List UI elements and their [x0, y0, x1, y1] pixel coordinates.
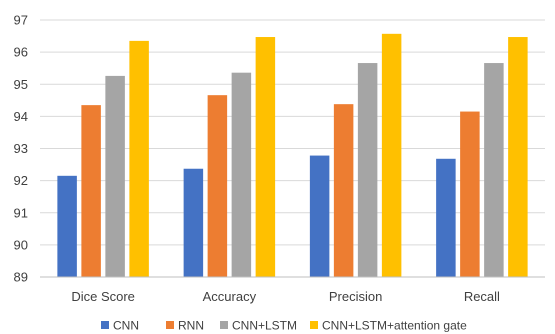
bar-cnn: [436, 158, 456, 277]
legend: CNN RNN CNN+LSTM CNN+LSTM+attention gate: [101, 319, 467, 333]
bars: [57, 33, 528, 278]
bar-cnn-lstm: [484, 63, 504, 277]
legend-label: RNN: [178, 319, 204, 333]
bar-cnn-lstm: [357, 63, 378, 277]
legend-label: CNN: [113, 319, 139, 333]
y-tick-label: 97: [14, 13, 28, 28]
bar-cnn-lstm: [105, 75, 125, 278]
y-tick-label: 93: [14, 141, 28, 156]
legend-item: CNN: [101, 319, 139, 333]
legend-item: RNN: [166, 319, 204, 333]
bar-cnn-lstm-attention-gate: [381, 33, 402, 277]
y-tick-label: 89: [14, 270, 28, 285]
legend-swatch: [310, 321, 318, 329]
bar-rnn: [333, 104, 354, 277]
legend-swatch: [220, 321, 228, 329]
x-tick-label: Dice Score: [71, 289, 135, 304]
legend-label: CNN+LSTM: [232, 319, 297, 333]
legend-item: CNN+LSTM+attention gate: [310, 319, 467, 333]
bar-rnn: [81, 105, 101, 277]
y-tick-label: 90: [14, 237, 28, 252]
legend-label: CNN+LSTM+attention gate: [322, 319, 467, 333]
x-axis-ticks: Dice Score Accuracy Precision Recall: [71, 289, 500, 304]
bar-rnn: [460, 111, 480, 278]
legend-swatch: [101, 321, 109, 329]
bar-cnn: [309, 155, 330, 277]
bar-cnn-lstm-attention-gate: [129, 40, 149, 277]
y-axis-ticks: 89 90 91 92 93 94 95 96 97: [14, 13, 28, 285]
bar-cnn-lstm: [231, 72, 252, 277]
y-tick-label: 92: [14, 173, 28, 188]
y-tick-label: 96: [14, 45, 28, 60]
bar-cnn: [57, 175, 77, 277]
y-tick-label: 91: [14, 205, 28, 220]
bar-cnn-lstm-attention-gate: [508, 37, 528, 278]
bar-cnn: [183, 168, 204, 277]
legend-item: CNN+LSTM: [220, 319, 297, 333]
x-tick-label: Recall: [464, 289, 500, 304]
legend-swatch: [166, 321, 174, 329]
y-tick-label: 94: [14, 109, 28, 124]
bar-cnn-lstm-attention-gate: [255, 37, 276, 278]
x-tick-label: Accuracy: [203, 289, 257, 304]
bar-rnn: [207, 95, 228, 277]
x-tick-label: Precision: [329, 289, 382, 304]
y-tick-label: 95: [14, 77, 28, 92]
